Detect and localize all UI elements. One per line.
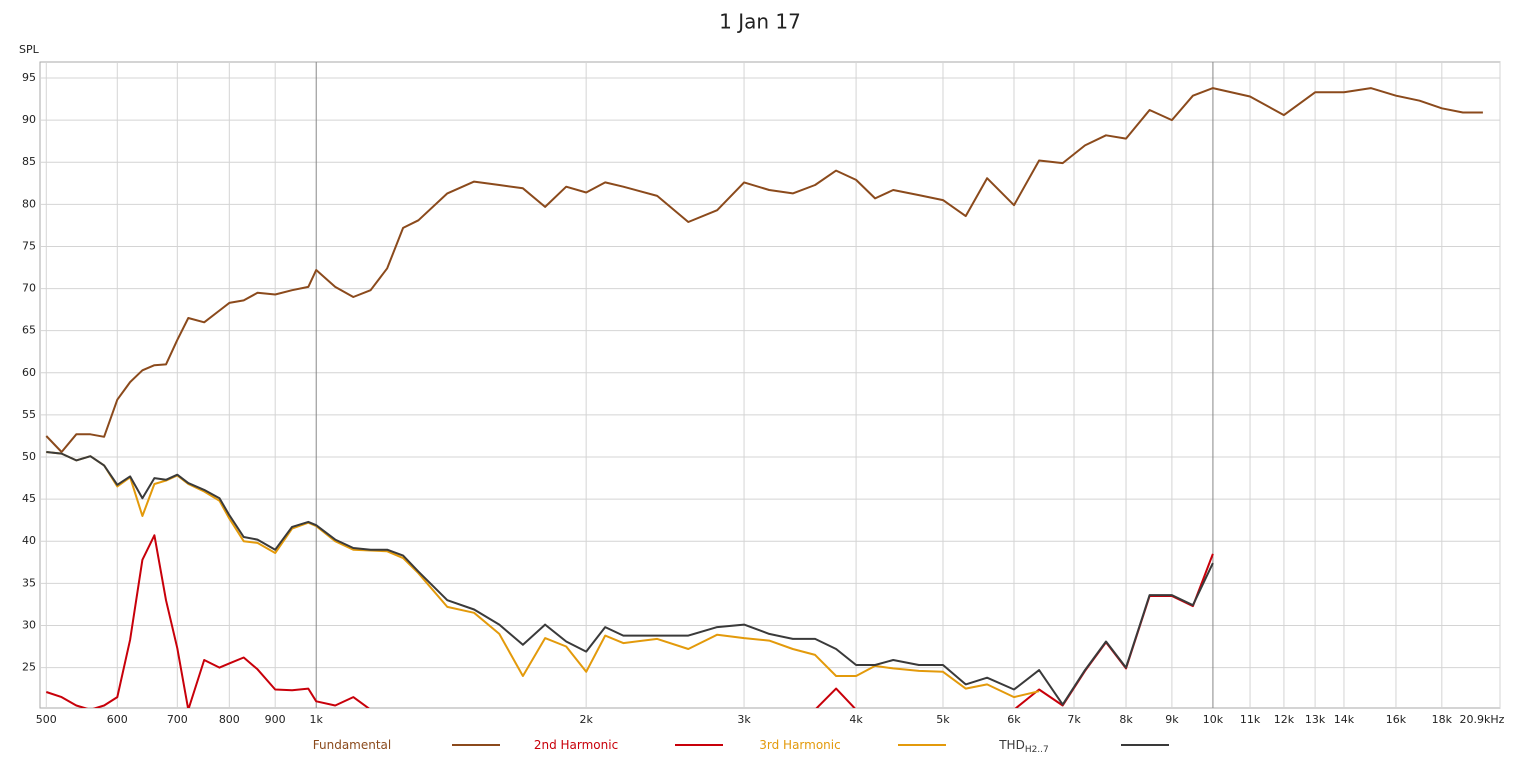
x-tick-label: 5k [936,713,950,726]
y-tick-label: 35 [22,576,36,589]
legend-label: 2nd Harmonic [534,738,618,752]
y-axis-label: SPL [19,43,40,56]
y-tick-label: 30 [22,618,36,631]
y-tick-label: 50 [22,450,36,463]
legend-name: Fundamental [313,738,392,752]
x-tick-label: 10k [1203,713,1224,726]
y-tick-label: 25 [22,661,36,674]
x-tick-label: 16k [1386,713,1407,726]
y-tick-label: 90 [22,113,36,126]
y-tick-label: 85 [22,155,36,168]
y-tick-label: 80 [22,197,36,210]
x-tick-label: 600 [107,713,128,726]
legend-name: THD [998,738,1025,752]
x-tick-label: 900 [265,713,286,726]
x-tick-label: 800 [219,713,240,726]
x-tick-label: 500 [36,713,57,726]
y-tick-label: 55 [22,408,36,421]
legend-label: 3rd Harmonic [759,738,840,752]
y-tick-label: 95 [22,71,36,84]
y-tick-label: 70 [22,282,36,295]
legend-subscript: H2..7 [1025,745,1049,755]
y-tick-label: 75 [22,239,36,252]
legend-name: 2nd Harmonic [534,738,618,752]
chart-title: 1 Jan 17 [719,10,801,34]
x-tick-label: 9k [1165,713,1179,726]
legend-label: THDH2..7 [998,738,1049,755]
y-tick-label: 60 [22,366,36,379]
x-tick-label: 12k [1274,713,1295,726]
x-tick-label: 11k [1240,713,1261,726]
y-tick-label: 40 [22,534,36,547]
series-line [45,87,1483,453]
y-tick-label: 45 [22,492,36,505]
x-tick-label: 14k [1334,713,1355,726]
x-tick-label: 3k [737,713,751,726]
x-tick-label: 8k [1119,713,1133,726]
legend-label: Fundamental [313,738,392,752]
x-tick-label: 18k [1432,713,1453,726]
y-tick-label: 65 [22,324,36,337]
legend-name: 3rd Harmonic [759,738,840,752]
x-tick-label: 4k [849,713,863,726]
x-tick-label: 6k [1007,713,1021,726]
x-tick-label: 7k [1067,713,1081,726]
series-line [46,451,1040,699]
x-tick-label: 1k [310,713,324,726]
x-tick-label: 20.9kHz [1460,713,1505,726]
x-tick-label: 13k [1305,713,1326,726]
grid [40,62,1501,708]
x-tick-label: 700 [167,713,188,726]
x-tick-label: 2k [579,713,593,726]
plot-area [39,61,1501,709]
series-line [46,451,1214,706]
